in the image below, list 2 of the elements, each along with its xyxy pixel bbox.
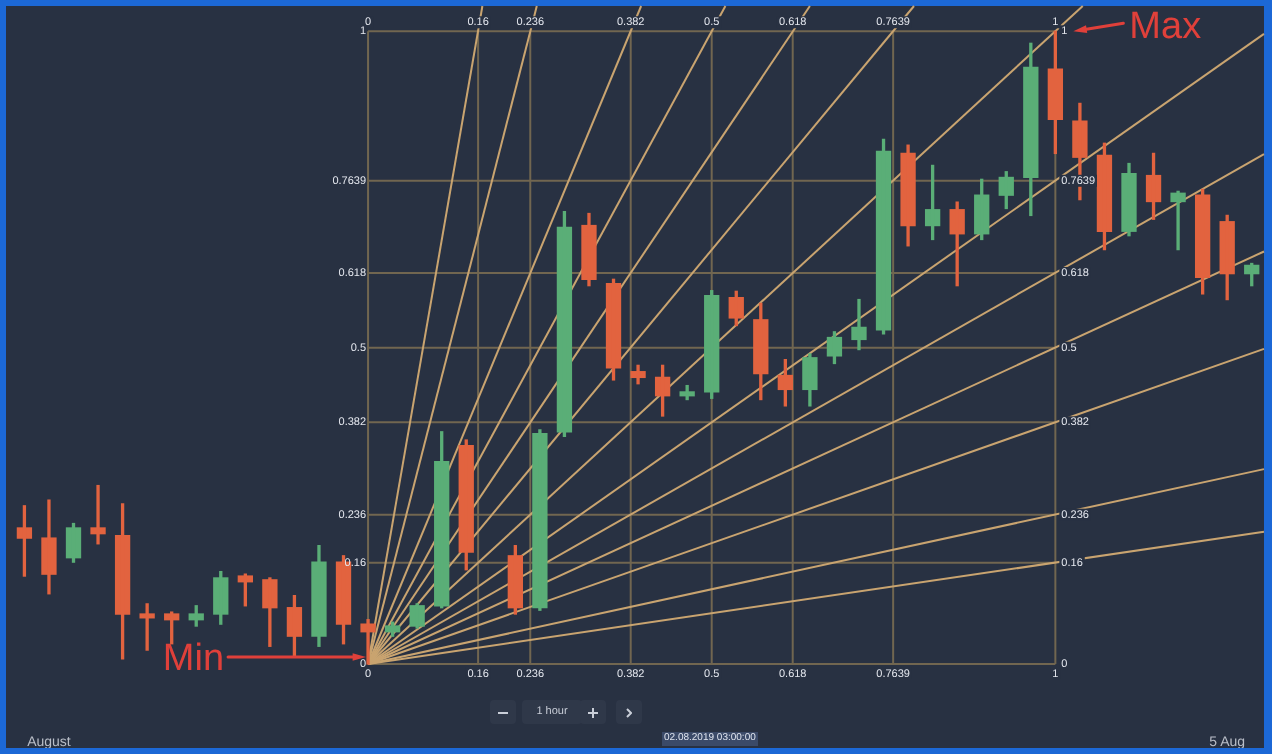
annotation: Max [1129,5,1203,48]
annotation: Min [162,638,225,681]
